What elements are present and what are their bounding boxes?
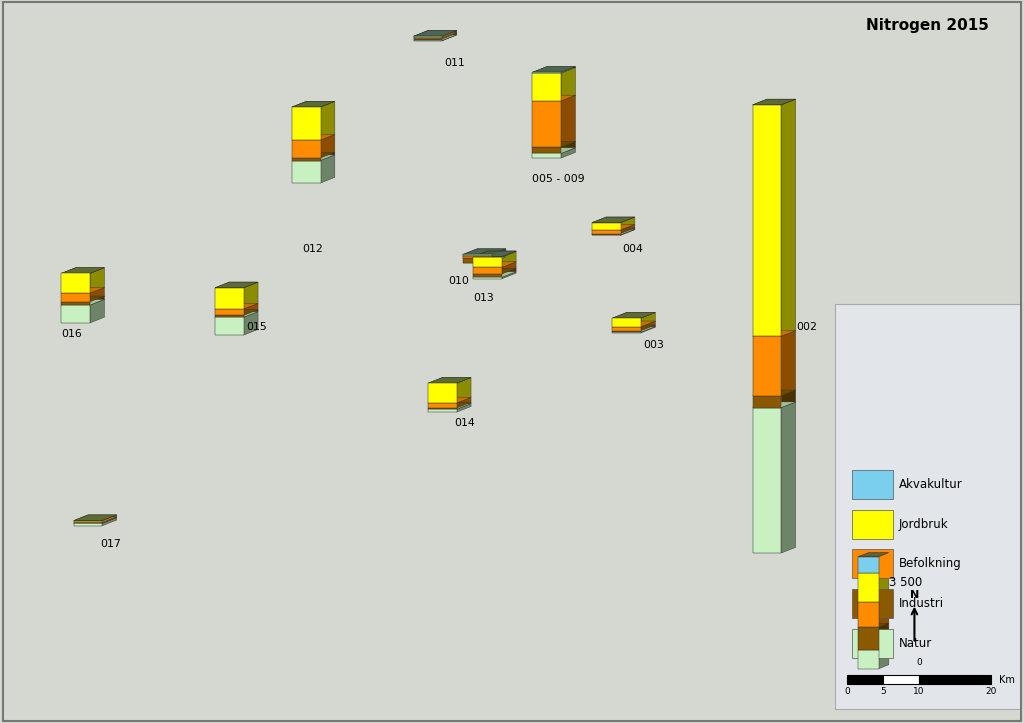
Polygon shape — [442, 31, 457, 38]
Polygon shape — [428, 403, 471, 409]
Polygon shape — [74, 523, 102, 526]
Polygon shape — [753, 390, 796, 395]
Text: 012: 012 — [302, 244, 323, 254]
Text: 016: 016 — [61, 329, 82, 339]
Polygon shape — [457, 398, 471, 408]
Polygon shape — [858, 623, 889, 627]
Polygon shape — [492, 251, 506, 258]
Polygon shape — [61, 268, 104, 273]
Text: 10: 10 — [912, 687, 925, 696]
Polygon shape — [428, 409, 457, 412]
Polygon shape — [641, 312, 655, 327]
Text: 005 - 009: 005 - 009 — [532, 174, 585, 184]
Polygon shape — [428, 402, 471, 408]
Polygon shape — [502, 252, 516, 268]
Polygon shape — [463, 258, 492, 262]
Polygon shape — [473, 251, 516, 257]
FancyBboxPatch shape — [852, 589, 893, 618]
Text: 3 500: 3 500 — [889, 576, 922, 589]
Polygon shape — [244, 309, 258, 317]
Text: Jordbruk: Jordbruk — [899, 518, 948, 531]
Polygon shape — [858, 552, 889, 557]
Polygon shape — [592, 223, 621, 230]
Polygon shape — [621, 217, 635, 230]
Polygon shape — [428, 377, 471, 383]
Polygon shape — [61, 288, 104, 293]
FancyBboxPatch shape — [835, 304, 1021, 709]
Polygon shape — [532, 67, 575, 72]
Polygon shape — [561, 147, 575, 158]
Polygon shape — [753, 336, 781, 395]
Polygon shape — [905, 437, 948, 443]
Polygon shape — [502, 262, 516, 274]
Polygon shape — [321, 153, 335, 161]
Polygon shape — [215, 315, 244, 317]
Polygon shape — [612, 330, 641, 332]
Polygon shape — [244, 303, 258, 315]
Polygon shape — [592, 234, 621, 235]
Polygon shape — [102, 517, 117, 523]
Polygon shape — [61, 268, 104, 273]
Polygon shape — [61, 293, 90, 301]
Polygon shape — [612, 318, 641, 327]
Polygon shape — [244, 282, 258, 309]
Text: 5: 5 — [880, 687, 886, 696]
Polygon shape — [905, 434, 948, 440]
Polygon shape — [428, 377, 471, 383]
Polygon shape — [561, 67, 575, 100]
Polygon shape — [61, 299, 104, 305]
Polygon shape — [442, 33, 457, 40]
FancyBboxPatch shape — [883, 675, 919, 684]
Polygon shape — [414, 35, 457, 40]
Polygon shape — [641, 327, 655, 333]
Polygon shape — [532, 95, 575, 100]
Polygon shape — [292, 107, 321, 140]
Polygon shape — [612, 312, 655, 318]
Polygon shape — [934, 434, 948, 443]
Polygon shape — [781, 330, 796, 395]
Polygon shape — [292, 155, 335, 161]
FancyBboxPatch shape — [919, 675, 991, 684]
Polygon shape — [561, 95, 575, 147]
Polygon shape — [61, 305, 90, 323]
Polygon shape — [473, 268, 502, 274]
Text: Natur: Natur — [899, 637, 932, 650]
Polygon shape — [473, 272, 516, 278]
FancyBboxPatch shape — [852, 549, 893, 578]
Text: N: N — [909, 590, 920, 600]
Polygon shape — [473, 251, 516, 257]
Polygon shape — [753, 408, 781, 553]
Polygon shape — [61, 301, 90, 305]
Polygon shape — [781, 390, 796, 408]
Polygon shape — [532, 100, 561, 147]
Polygon shape — [592, 229, 635, 235]
FancyBboxPatch shape — [852, 470, 893, 499]
Polygon shape — [414, 30, 457, 36]
Polygon shape — [502, 268, 516, 278]
Polygon shape — [753, 105, 781, 336]
Polygon shape — [292, 101, 335, 107]
Polygon shape — [592, 217, 635, 223]
Polygon shape — [428, 383, 457, 403]
Polygon shape — [414, 39, 442, 40]
Polygon shape — [502, 272, 516, 279]
Polygon shape — [879, 552, 889, 573]
Text: 014: 014 — [455, 418, 475, 428]
Polygon shape — [102, 518, 117, 526]
Polygon shape — [561, 67, 575, 73]
Polygon shape — [74, 517, 117, 523]
Polygon shape — [473, 257, 502, 268]
Polygon shape — [463, 249, 506, 254]
Polygon shape — [532, 73, 561, 100]
Polygon shape — [74, 515, 117, 521]
Polygon shape — [61, 273, 90, 293]
Text: 011: 011 — [444, 58, 465, 68]
Polygon shape — [612, 327, 641, 330]
Polygon shape — [753, 395, 781, 408]
Polygon shape — [492, 257, 506, 263]
Polygon shape — [457, 377, 471, 403]
Polygon shape — [492, 249, 506, 257]
Polygon shape — [442, 33, 457, 39]
Polygon shape — [532, 67, 575, 73]
